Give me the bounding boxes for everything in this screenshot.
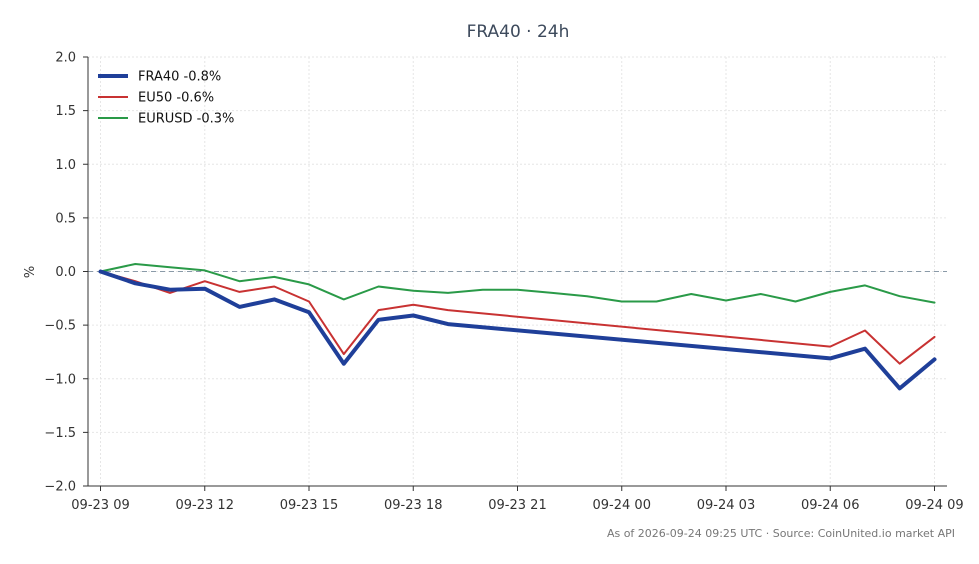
series-lines xyxy=(98,263,937,391)
x-tick-label: 09-23 18 xyxy=(384,498,442,513)
y-tick-label: 0.0 xyxy=(55,265,76,280)
legend-label: EURUSD -0.3% xyxy=(138,112,234,127)
y-tick-label: 2.0 xyxy=(55,51,76,66)
y-tick-label: −2.0 xyxy=(44,480,76,495)
chart-title: FRA40 · 24h xyxy=(467,22,570,42)
y-tick-label: 1.0 xyxy=(55,158,76,173)
x-ticks: 09-23 09 09-23 12 09-23 15 09-23 18 09-23 21… xyxy=(71,486,964,513)
y-tick-label: −0.5 xyxy=(44,319,76,334)
y-tick-label: −1.5 xyxy=(44,426,76,441)
x-tick-label: 09-23 09 xyxy=(71,498,129,513)
x-tick-label: 09-24 00 xyxy=(593,498,651,513)
x-tick-label: 09-24 03 xyxy=(697,498,755,513)
series-line xyxy=(98,269,937,391)
x-tick-label: 09-23 21 xyxy=(488,498,546,513)
legend-label: EU50 -0.6% xyxy=(138,91,214,106)
x-tick-label: 09-24 06 xyxy=(801,498,859,513)
legend-label: FRA40 -0.8% xyxy=(138,70,221,85)
x-tick-label: 09-23 12 xyxy=(176,498,234,513)
y-axis-label: % xyxy=(23,266,38,278)
y-tick-label: −1.0 xyxy=(44,372,76,387)
series-line xyxy=(99,263,936,304)
footer-source: As of 2026-09-24 09:25 UTC · Source: Coi… xyxy=(607,527,955,540)
y-ticks: 2.0 1.5 1.0 0.5 0.0 −0.5 −1.0 −1.5 −2.0 xyxy=(44,51,88,495)
x-tick-label: 09-23 15 xyxy=(280,498,338,513)
legend: FRA40 -0.8% EU50 -0.6% EURUSD -0.3% xyxy=(98,70,234,127)
grid-lines xyxy=(88,56,947,487)
x-tick-label: 09-24 09 xyxy=(905,498,963,513)
y-tick-label: 1.5 xyxy=(55,104,76,119)
y-tick-label: 0.5 xyxy=(55,211,76,226)
